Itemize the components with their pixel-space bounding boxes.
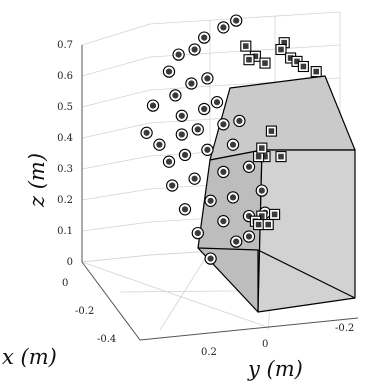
circle-marker	[217, 118, 230, 131]
axis-labels: x (m) y (m) z (m)	[2, 153, 303, 381]
circle-marker	[175, 128, 188, 141]
circle-marker	[226, 138, 240, 151]
square-marker	[262, 219, 274, 231]
circle-marker	[255, 184, 268, 197]
square-marker	[275, 151, 287, 163]
z-tick-label: 0.3	[57, 164, 73, 175]
circle-marker	[191, 123, 204, 136]
circle-marker	[233, 114, 246, 128]
data-markers	[140, 14, 322, 265]
circle-marker	[201, 143, 214, 156]
solid-polyhedron	[197, 75, 356, 313]
x-axis-label: x (m)	[2, 345, 57, 369]
circle-marker	[175, 109, 188, 122]
z-tick-label: 0.4	[57, 133, 73, 144]
y-tick-label: 0	[262, 339, 268, 350]
circle-marker	[198, 102, 211, 116]
circle-marker	[162, 155, 176, 168]
circle-marker	[217, 21, 230, 34]
y-tick-label: -0.2	[335, 323, 354, 334]
x-axis-line	[81, 261, 141, 341]
y-ticks: 0.2 0 -0.2	[201, 323, 354, 358]
circle-marker	[140, 126, 153, 139]
circle-marker	[146, 99, 160, 112]
circle-marker	[169, 89, 182, 102]
circle-marker	[198, 31, 211, 44]
square-marker	[275, 43, 287, 56]
square-marker	[253, 219, 265, 231]
circle-marker	[204, 194, 217, 207]
square-marker	[256, 142, 268, 154]
circle-marker	[178, 203, 192, 216]
z-tick-label: 0	[67, 257, 73, 268]
circle-marker	[242, 160, 256, 173]
z-axis-label: z (m)	[25, 153, 49, 208]
z-tick-label: 0.5	[57, 102, 73, 113]
square-marker	[297, 60, 309, 73]
circle-marker	[162, 65, 176, 78]
circle-marker	[153, 138, 166, 151]
circle-marker	[185, 77, 198, 90]
polyhedron-face-right	[257, 149, 356, 313]
z-tick-label: 0.7	[57, 40, 73, 51]
circle-marker	[226, 191, 240, 204]
circle-marker	[230, 14, 243, 27]
square-marker	[243, 54, 255, 66]
circle-marker	[191, 226, 204, 240]
y-tick-label: 0.2	[201, 347, 217, 358]
circle-marker	[210, 96, 224, 109]
circle-marker	[172, 48, 185, 61]
circle-marker	[166, 179, 179, 192]
circle-marker	[230, 235, 243, 248]
x-ticks: 0 -0.2 -0.4	[62, 278, 116, 345]
axes	[81, 45, 359, 341]
z-tick-label: 0.6	[57, 71, 73, 82]
circle-marker	[217, 215, 230, 228]
circle-marker	[204, 252, 217, 265]
square-marker	[310, 66, 322, 78]
square-marker	[240, 40, 252, 52]
circle-marker	[188, 43, 201, 56]
square-marker	[259, 57, 271, 69]
square-marker	[265, 125, 277, 137]
polyhedron-face-left	[197, 149, 263, 313]
y-axis-label: y (m)	[247, 357, 303, 381]
circle-marker	[188, 172, 201, 185]
z-tick-label: 0.2	[57, 195, 73, 206]
circle-marker	[242, 230, 256, 243]
x-tick-label: 0	[62, 278, 68, 289]
x-tick-label: -0.2	[75, 306, 94, 317]
y-axis-line	[139, 317, 359, 341]
z-ticks: 0 0.1 0.2 0.3 0.4 0.5 0.6 0.7	[57, 40, 73, 268]
grid-left-wall	[81, 23, 151, 263]
circle-marker	[217, 165, 230, 179]
circle-marker	[201, 72, 214, 85]
x-tick-label: -0.4	[97, 334, 116, 345]
circle-marker	[178, 148, 192, 162]
square-marker	[269, 208, 281, 220]
z-tick-label: 0.1	[57, 226, 73, 237]
